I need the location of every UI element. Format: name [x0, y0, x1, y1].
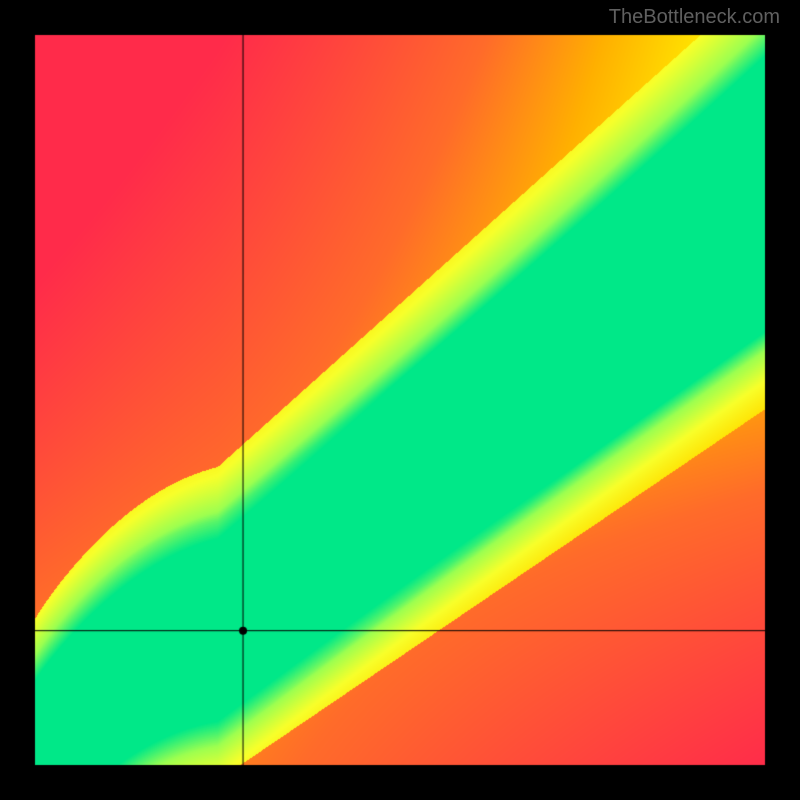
chart-container: TheBottleneck.com — [0, 0, 800, 800]
watermark-label: TheBottleneck.com — [609, 6, 780, 29]
heatmap-canvas — [0, 0, 800, 800]
